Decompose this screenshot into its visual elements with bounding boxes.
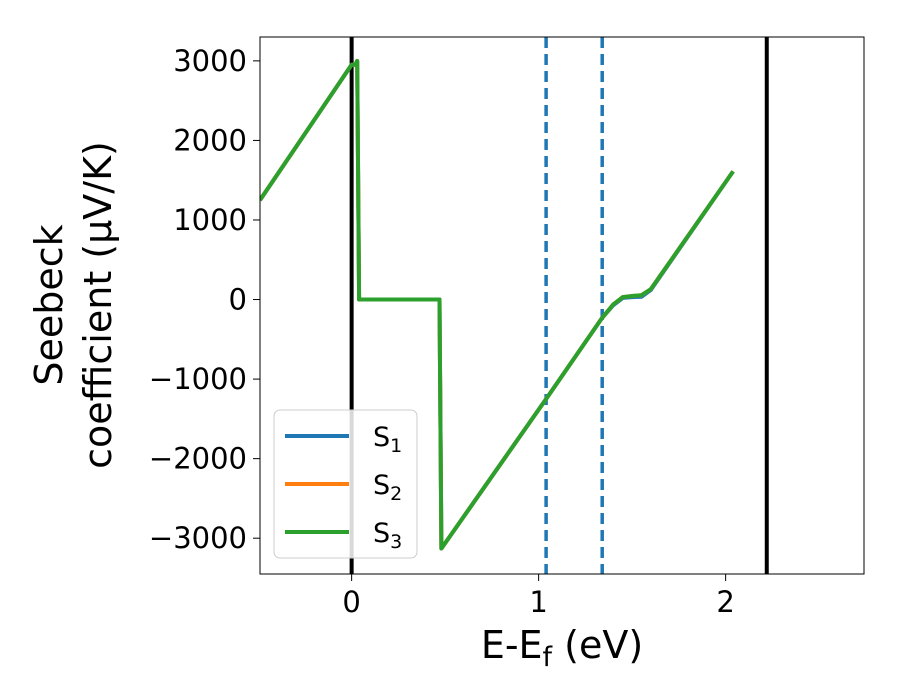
series-layer	[260, 58, 735, 551]
y-tick-label: −2000	[149, 442, 247, 476]
y-tick-label: −1000	[149, 362, 247, 396]
legend-label-s1: S1	[373, 422, 402, 457]
x-tick-label: 2	[716, 585, 734, 619]
y-tick-label: −3000	[149, 521, 247, 555]
plot-frame	[259, 36, 865, 575]
y-tick-label: 2000	[173, 123, 247, 157]
y-tick-label: 1000	[173, 203, 247, 237]
y-axis: 3000 2000 1000 0 −1000 −2000 −3000	[149, 44, 260, 555]
y-axis-title-line1: Seebeck	[27, 224, 71, 385]
x-tick-label: 0	[342, 585, 360, 619]
x-axis: 0 1 2	[342, 574, 735, 619]
legend-label-s3: S3	[373, 518, 402, 553]
y-tick-label: 0	[229, 283, 247, 317]
legend-label-s2: S2	[373, 470, 402, 505]
y-axis-title-line2: coefficient (μV/K)	[76, 141, 120, 469]
y-tick-label: 3000	[173, 44, 247, 78]
series-line-s3	[260, 58, 735, 551]
legend: S1 S2 S3	[273, 409, 418, 559]
x-tick-label: 1	[529, 585, 547, 619]
x-axis-title: E-Ef (eV)	[481, 623, 643, 673]
